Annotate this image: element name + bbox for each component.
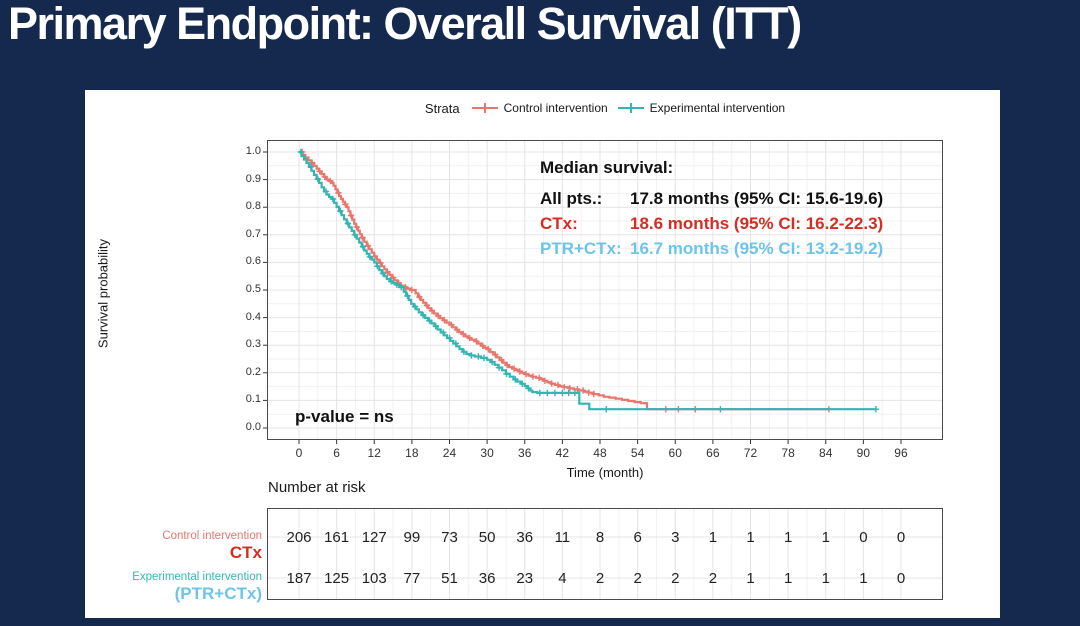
y-axis-title: Survival probability	[95, 238, 111, 349]
y-tick-label: 0.1	[245, 393, 261, 406]
x-axis-title: Time (month)	[566, 465, 644, 480]
median-survival-row: PTR+CTx: 16.7 months (95% CI: 13.2-19.2)	[540, 236, 883, 261]
x-tick-label: 90	[856, 446, 871, 460]
x-tick-label: 24	[442, 446, 457, 460]
x-tick-label: 42	[555, 446, 570, 460]
median-survival-row: CTx: 18.6 months (95% CI: 16.2-22.3)	[540, 211, 883, 236]
risk-count: 8	[595, 529, 605, 546]
x-tick-label: 36	[518, 446, 532, 460]
x-tick-label: 18	[405, 446, 419, 460]
km-survival-plot	[263, 140, 943, 444]
x-tick-label: 48	[593, 446, 607, 460]
risk-count: 1	[783, 529, 793, 546]
legend-key-icon	[617, 102, 644, 114]
median-survival-label: PTR+CTx:	[540, 239, 622, 258]
y-tick-label: 0.2	[245, 365, 261, 378]
risk-count: 1	[746, 529, 755, 546]
x-tick-label: 66	[706, 446, 720, 460]
risk-count: 125	[324, 570, 350, 587]
median-survival-annotation: Median survival: All pts.: 17.8 months (9…	[540, 158, 883, 261]
figure-card: Strata Control intervention Experimental …	[85, 90, 1000, 618]
y-tick-label: 0.4	[245, 310, 261, 323]
y-tick-label: 0.5	[245, 283, 261, 295]
risk-table-panel	[267, 508, 943, 600]
median-survival-row: All pts.: 17.8 months (95% CI: 15.6-19.6)	[540, 186, 883, 211]
risk-count: 50	[478, 529, 496, 546]
y-tick-label: 0.9	[245, 172, 261, 185]
risk-count: 36	[516, 529, 534, 546]
risk-count: 0	[859, 529, 868, 546]
y-tick-label: 1.0	[245, 145, 261, 157]
risk-count: 4	[558, 570, 567, 587]
risk-count: 73	[441, 529, 458, 546]
risk-count: 161	[324, 529, 350, 546]
risk-count: 1	[746, 570, 755, 587]
x-tick-label: 84	[819, 446, 833, 460]
legend-title: Strata	[424, 100, 460, 116]
risk-count: 1	[821, 529, 830, 546]
risk-count: 1	[859, 570, 868, 587]
risk-count: 2	[671, 570, 680, 587]
x-tick-label: 30	[480, 446, 494, 460]
number-at-risk-title: Number at risk	[268, 479, 366, 496]
x-tick-label: 78	[781, 446, 795, 460]
risk-count: 11	[554, 529, 571, 546]
risk-count: 127	[361, 529, 387, 546]
legend-entry: Experimental intervention	[617, 101, 786, 115]
risk-count: 1	[708, 529, 718, 546]
y-tick-label: 0.8	[245, 200, 261, 213]
y-tick-label: 0.7	[245, 227, 261, 240]
risk-count: 2	[633, 570, 642, 587]
risk-label-control: Control intervention	[162, 530, 262, 542]
risk-count: 77	[403, 570, 421, 587]
risk-count: 3	[671, 529, 680, 546]
risk-count: 99	[403, 529, 421, 546]
risk-count: 187	[286, 570, 312, 587]
risk-label-experimental: Experimental intervention	[132, 571, 262, 583]
risk-count: 36	[478, 570, 496, 587]
x-tick-label: 96	[894, 446, 908, 460]
median-survival-label: CTx:	[540, 214, 578, 233]
risk-label-ptr-ctx: (PTR+CTx)	[174, 584, 262, 603]
legend-entry: Control intervention	[471, 101, 608, 115]
x-tick-label: 72	[743, 446, 758, 460]
y-tick-label: 0.6	[245, 255, 261, 268]
risk-count: 6	[633, 529, 642, 546]
y-tick-label: 0.3	[245, 338, 261, 351]
risk-count: 51	[441, 570, 458, 587]
slide-title: Primary Endpoint: Overall Survival (ITT)	[8, 0, 802, 49]
pvalue-text: p-value = ns	[295, 407, 394, 426]
risk-count: 0	[896, 570, 906, 587]
legend-label: Control intervention	[503, 101, 608, 115]
risk-count: 103	[361, 570, 387, 587]
risk-count: 0	[896, 529, 906, 546]
median-survival-label: All pts.:	[540, 189, 603, 208]
risk-count: 2	[708, 570, 718, 587]
x-tick-label: 12	[367, 446, 381, 460]
x-tick-label: 6	[333, 446, 340, 460]
median-survival-value: 17.8 months (95% CI: 15.6-19.6)	[630, 189, 884, 208]
x-tick-label: 0	[295, 446, 303, 460]
legend-key-icon	[471, 102, 498, 114]
risk-count: 1	[821, 570, 830, 587]
median-survival-value: 18.6 months (95% CI: 16.2-22.3)	[630, 214, 884, 233]
risk-label-ctx: CTx	[229, 543, 262, 562]
risk-count: 1	[783, 570, 793, 587]
median-survival-title: Median survival:	[540, 158, 674, 177]
x-tick-label: 60	[668, 446, 682, 460]
risk-count: 206	[286, 529, 312, 546]
legend-label: Experimental intervention	[649, 101, 786, 115]
risk-count: 2	[595, 570, 605, 587]
chart-legend: Strata Control intervention Experimental …	[267, 99, 943, 117]
x-tick-label: 54	[630, 446, 645, 460]
y-tick-label: 0.0	[245, 421, 261, 433]
median-survival-value: 16.7 months (95% CI: 13.2-19.2)	[630, 239, 884, 258]
risk-count: 23	[516, 570, 534, 587]
